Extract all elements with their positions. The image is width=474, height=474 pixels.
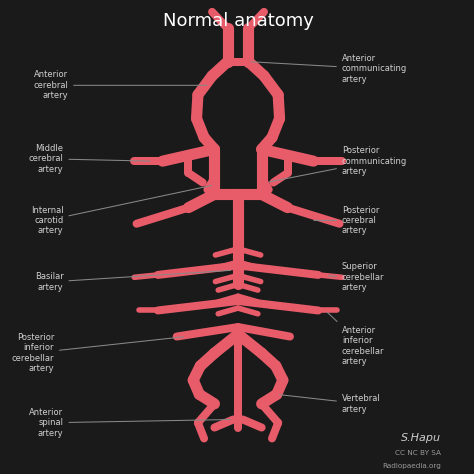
Text: Middle
cerebral
artery: Middle cerebral artery: [28, 144, 150, 173]
Text: S.Hapu: S.Hapu: [401, 433, 441, 443]
Text: Normal anatomy: Normal anatomy: [163, 12, 313, 30]
Text: CC NC BY SA: CC NC BY SA: [395, 450, 441, 456]
Text: Superior
cerebellar
artery: Superior cerebellar artery: [328, 263, 384, 292]
Text: Anterior
communicating
artery: Anterior communicating artery: [251, 54, 407, 83]
Text: Posterior
communicating
artery: Posterior communicating artery: [269, 146, 407, 182]
Text: Anterior
inferior
cerebellar
artery: Anterior inferior cerebellar artery: [328, 312, 384, 366]
Text: Posterior
cerebral
artery: Posterior cerebral artery: [314, 206, 379, 235]
Text: Anterior
spinal
artery: Anterior spinal artery: [29, 408, 230, 438]
Text: Internal
carotid
artery: Internal carotid artery: [31, 185, 212, 235]
Text: Anterior
cerebral
artery: Anterior cerebral artery: [33, 71, 207, 100]
Text: Vertebral
artery: Vertebral artery: [280, 394, 381, 413]
Text: Radiopaedia.org: Radiopaedia.org: [382, 463, 441, 469]
Text: Posterior
inferior
cerebellar
artery: Posterior inferior cerebellar artery: [11, 333, 183, 373]
Text: Basilar
artery: Basilar artery: [35, 270, 230, 292]
